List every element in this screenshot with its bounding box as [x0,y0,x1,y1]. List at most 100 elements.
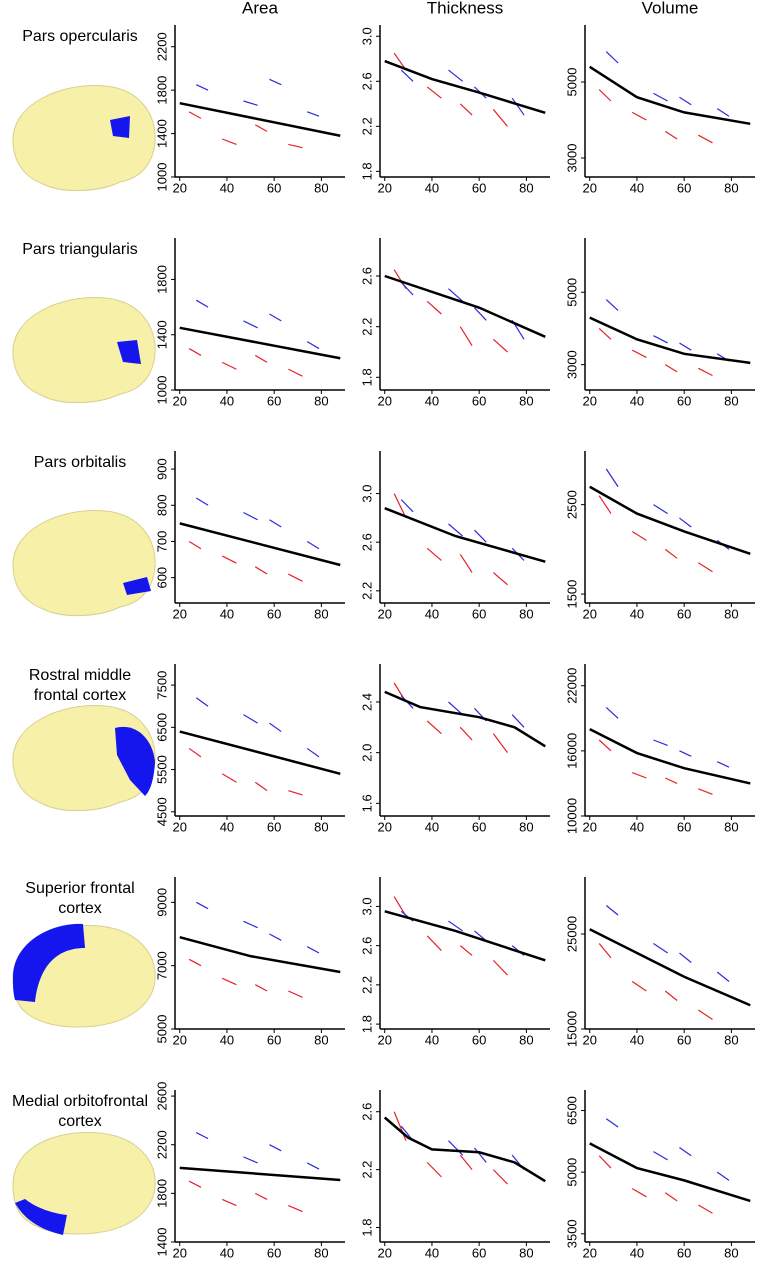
x-tick-label: 20 [377,1032,391,1047]
subject-line [195,1132,209,1140]
x-tick-label: 80 [314,1032,328,1047]
y-tick-label: 800 [154,494,169,516]
x-tick-label: 40 [425,819,439,834]
subject-line [288,573,303,582]
subject-line [511,714,525,728]
x-tick-label: 40 [630,606,644,621]
fit-line [589,485,751,556]
subject-line [664,1192,678,1202]
subject-line [195,299,209,308]
y-tick-label: 2.6 [359,72,374,90]
subject-line [459,1154,473,1170]
subject-line [221,555,237,564]
x-tick-label: 80 [519,606,533,621]
fit-line [589,316,751,365]
brain-image [12,1131,156,1235]
subject-line [243,920,258,929]
fit-line [179,935,341,974]
subject-line [598,739,612,752]
subject-line [306,1162,320,1170]
subject-line [631,1188,647,1198]
x-tick-label: 40 [630,393,644,408]
subject-line [679,750,692,757]
x-tick-label: 80 [724,606,738,621]
y-tick-label: 2.2 [359,976,374,994]
y-tick-label: 2500 [564,490,579,519]
subject-line [288,368,303,377]
y-tick-label: 1.6 [359,794,374,812]
subject-line [459,554,473,573]
subject-line [188,111,202,119]
y-tick-label: 6500 [154,713,169,742]
fit-line [589,1142,751,1203]
region-label: cortex [58,900,102,917]
subject-line [474,307,487,321]
subject-line [698,367,713,377]
y-tick-label: 5000 [154,1015,169,1044]
subject-line [426,720,442,735]
y-tick-label: 3000 [564,144,579,173]
y-tick-label: 2.2 [359,117,374,135]
subject-line [288,990,303,998]
fit-line [384,690,546,748]
fit-line [589,65,751,126]
y-tick-label: 22000 [564,668,579,704]
subject-line [254,566,268,575]
x-tick-label: 40 [220,1245,234,1260]
subject-line [492,109,508,127]
x-tick-label: 20 [377,393,391,408]
subject-line [188,747,202,758]
subject-line [664,548,678,559]
subject-line [243,714,258,724]
subject-line [697,1009,713,1020]
y-tick-label: 2.6 [359,937,374,955]
x-tick-label: 80 [314,180,328,195]
y-tick-label: 1.8 [359,1218,374,1236]
fit-line [179,522,341,567]
x-tick-label: 60 [472,393,486,408]
x-tick-label: 80 [519,819,533,834]
y-tick-label: 3.0 [359,897,374,915]
x-tick-label: 40 [425,1032,439,1047]
y-tick-label: 700 [154,531,169,553]
x-tick-label: 40 [630,819,644,834]
x-tick-label: 20 [582,606,596,621]
region-label: Pars triangularis [22,241,138,258]
subject-line [653,943,668,954]
subject-line [653,1151,668,1161]
y-tick-label: 3.0 [359,485,374,503]
x-tick-label: 60 [267,1245,281,1260]
subject-line [426,300,442,315]
subject-line [492,959,508,976]
subject-line [195,697,209,707]
x-tick-label: 40 [425,180,439,195]
subject-line [243,1156,258,1164]
subject-line [254,354,268,363]
x-tick-label: 80 [724,180,738,195]
subject-line [243,100,258,106]
x-tick-label: 60 [267,393,281,408]
subject-line [665,777,678,784]
subject-line [288,790,303,796]
subject-line [448,701,464,716]
subject-line [269,1144,282,1152]
subject-line [598,328,612,340]
y-tick-label: 3.0 [359,27,374,45]
subject-line [716,1171,730,1181]
x-tick-label: 60 [472,819,486,834]
subject-line [716,108,730,117]
y-tick-label: 1400 [154,119,169,148]
subject-line [400,281,414,296]
subject-line [492,733,508,754]
x-tick-label: 60 [267,819,281,834]
x-tick-label: 40 [630,1032,644,1047]
subject-line [307,111,320,117]
subject-line [459,103,473,116]
y-tick-label: 5000 [564,1158,579,1187]
subject-line [679,1147,692,1157]
region-label: Medial orbitofrontal [12,1093,148,1110]
fit-line [384,506,546,563]
subject-line [605,905,619,916]
y-tick-label: 1000 [154,376,169,405]
